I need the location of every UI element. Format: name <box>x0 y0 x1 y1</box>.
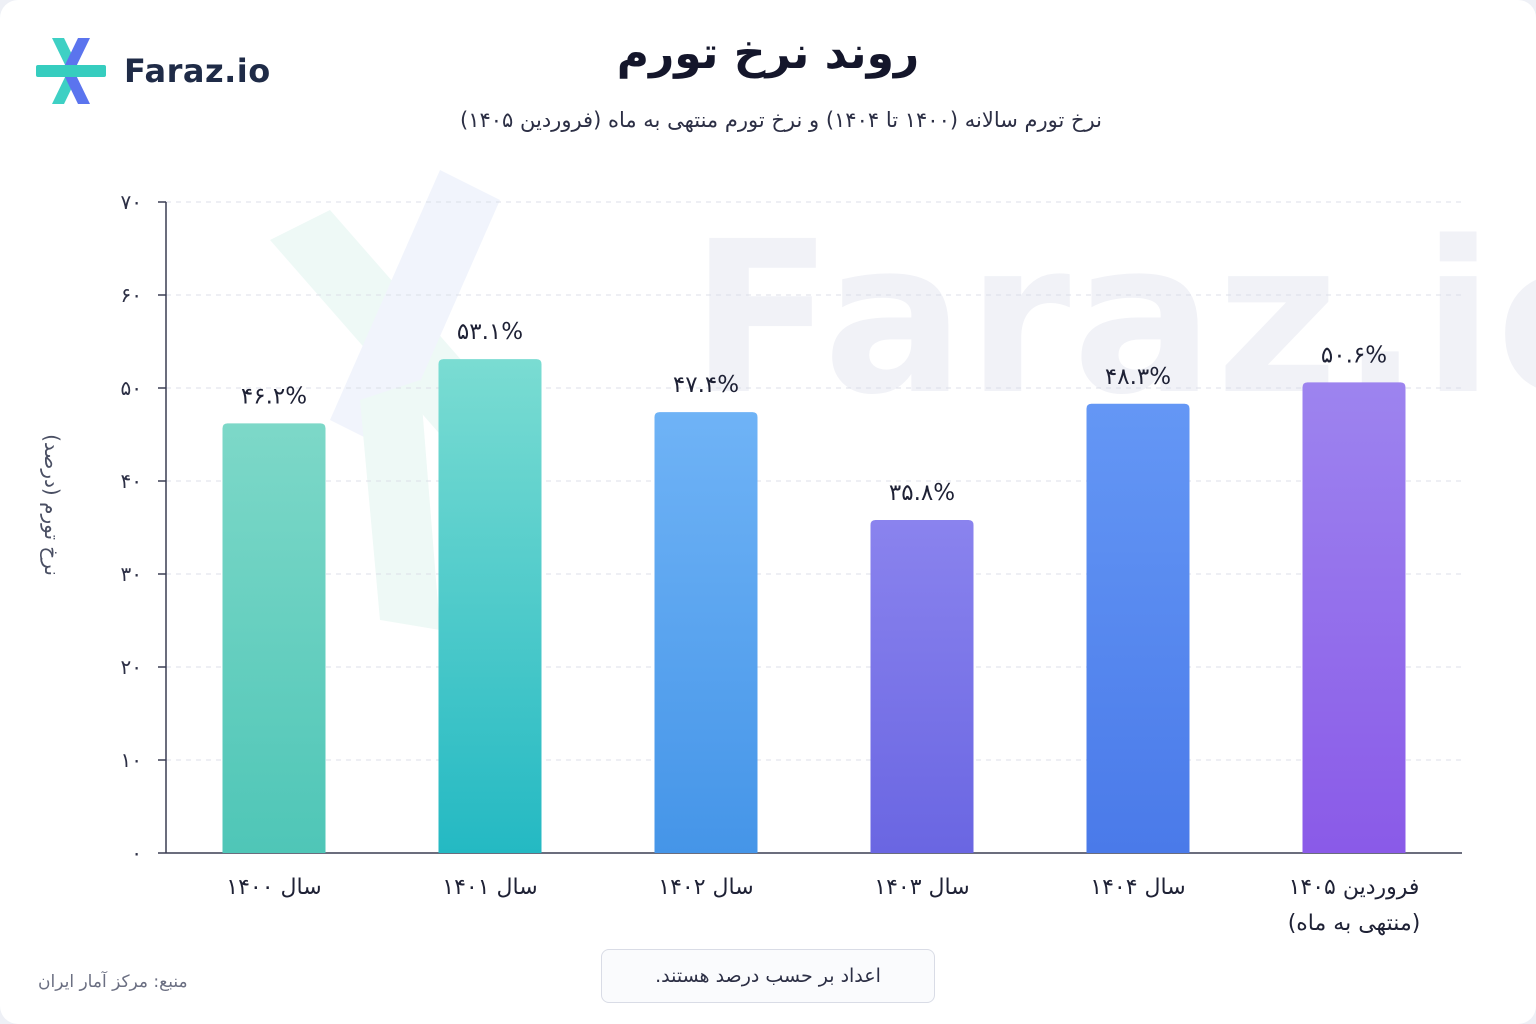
x-tick-label: سال ۱۴۰۰ <box>226 875 321 900</box>
y-tick-label: ۰ <box>131 841 142 865</box>
y-tick-label: ۲۰ <box>121 655 142 679</box>
x-tick-label: (منتهی به ماه) <box>1288 911 1421 936</box>
y-tick-label: ۳۰ <box>121 562 142 586</box>
bar <box>222 423 326 853</box>
bar-value-label: ۴۸.۳% <box>1105 364 1171 390</box>
brand-logo: Faraz.io <box>36 34 271 108</box>
bar <box>438 359 542 853</box>
bar <box>1086 403 1190 853</box>
chart-title: روند نرخ تورم <box>616 28 920 79</box>
logo-text: Faraz.io <box>124 52 271 90</box>
faraz-logo-icon <box>36 38 106 104</box>
x-tick-label: فروردین ۱۴۰۵ <box>1289 875 1420 900</box>
y-tick-label: ۴۰ <box>121 469 142 493</box>
x-tick-label: سال ۱۴۰۱ <box>442 875 537 900</box>
note-box: اعداد بر حسب درصد هستند. <box>601 949 935 1003</box>
x-tick-label: سال ۱۴۰۲ <box>658 875 753 900</box>
bar <box>870 520 974 853</box>
bar-value-label: ۳۵.۸% <box>889 480 955 506</box>
chart-subtitle: نرخ تورم سالانه (۱۴۰۰ تا ۱۴۰۴) و نرخ تور… <box>460 108 1102 132</box>
y-tick-label: ۱۰ <box>121 748 142 772</box>
bar-value-label: ۴۶.۲% <box>241 383 307 409</box>
x-tick-label: سال ۱۴۰۳ <box>874 875 969 900</box>
y-tick-label: ۵۰ <box>121 376 142 400</box>
bar <box>1302 382 1406 853</box>
source-text: منبع: مرکز آمار ایران <box>38 972 188 992</box>
y-tick-label: ۷۰ <box>121 190 142 214</box>
x-tick-label: سال ۱۴۰۴ <box>1090 875 1185 900</box>
bar-value-label: ۵۰.۶% <box>1321 342 1387 368</box>
bar-value-label: ۵۳.۱% <box>457 319 523 345</box>
note-text: اعداد بر حسب درصد هستند. <box>655 965 881 987</box>
bar-value-label: ۴۷.۴% <box>673 372 739 398</box>
bar <box>654 412 758 853</box>
y-tick-label: ۶۰ <box>121 283 142 307</box>
